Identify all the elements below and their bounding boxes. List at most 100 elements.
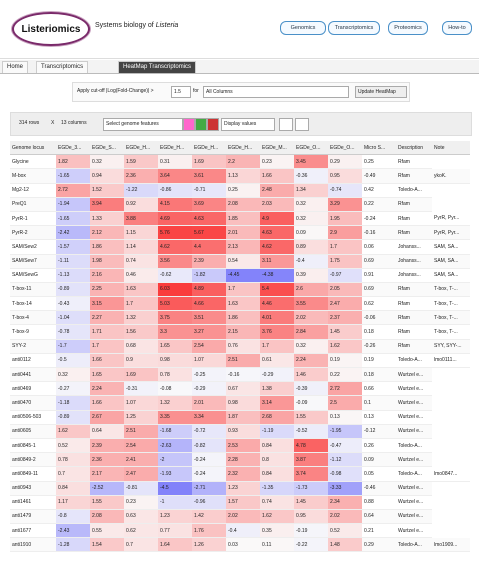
row-count: 314 rows <box>19 120 40 126</box>
value-cell: 0.7 <box>56 466 90 482</box>
value-cell: 0.23 <box>124 495 158 510</box>
value-cell: 2.24 <box>294 353 328 369</box>
value-cell: 2.13 <box>226 239 260 255</box>
column-header[interactable]: Note <box>432 141 470 156</box>
value-cell: 1.23 <box>158 509 192 525</box>
value-cell: 2.39 <box>90 438 124 454</box>
value-cell: -0.89 <box>56 282 90 298</box>
text-cell: Rfam <box>396 211 432 227</box>
value-cell: 0.94 <box>90 168 124 184</box>
value-cell: 3.74 <box>294 466 328 482</box>
select-features-button[interactable]: Select genome features <box>103 118 183 131</box>
table-row: PyrR-2 -2.42 2.12 1.15 5.76 5.67 2.01 4.63 0.09 2… <box>10 225 470 241</box>
text-cell: Wurtzel e... <box>396 367 432 383</box>
value-cell: 0.13 <box>328 410 362 425</box>
column-header[interactable]: Description <box>396 141 432 156</box>
column-header[interactable]: Genome locus <box>10 141 56 156</box>
value-cell: -0.24 <box>192 466 226 482</box>
value-cell: -1.93 <box>158 466 192 482</box>
value-cell: 2.54 <box>124 438 158 454</box>
text-cell: Rfam <box>396 197 432 212</box>
value-cell: 0.29 <box>328 154 362 170</box>
value-cell: 0.74 <box>260 495 294 510</box>
text-cell: T-box, T-... <box>432 282 470 298</box>
nav-button[interactable]: Genomics <box>280 21 326 35</box>
column-header[interactable]: EGDe_O... <box>294 141 328 156</box>
tab[interactable]: Transcriptomics <box>36 61 89 73</box>
table-row: anti0943 0.84 -2.52 -0.81 -4.5 -2.71 1.23 -1.35… <box>10 481 470 496</box>
value-cell: 0.91 <box>362 268 396 283</box>
value-cell: -1.28 <box>56 537 90 553</box>
value-cell: 0.26 <box>362 438 396 454</box>
column-header[interactable]: EGDe_3... <box>56 141 90 156</box>
value-cell: -0.22 <box>294 537 328 553</box>
value-cell: 1.82 <box>56 154 90 170</box>
value-cell: 0.32 <box>294 211 328 227</box>
column-header[interactable]: EGDe_H... <box>226 141 260 156</box>
value-cell: -0.82 <box>192 438 226 454</box>
value-cell: 1.45 <box>294 495 328 510</box>
header-row: Genome locus EGDe_3... EGDe_S... EGDe_H... E… <box>10 141 470 156</box>
text-cell: T-box, T-... <box>432 310 470 326</box>
value-cell: 1.17 <box>56 495 90 510</box>
text-cell: SAM, SA... <box>432 239 470 255</box>
update-button[interactable]: Update HeatMap <box>355 86 407 98</box>
text-cell: ykoK. <box>432 168 470 184</box>
value-cell: 0.62 <box>124 523 158 539</box>
text-cell: Toledo-A... <box>396 537 432 553</box>
value-cell: -1.65 <box>56 211 90 227</box>
value-cell: 0.23 <box>260 154 294 170</box>
locus-cell: SAM/Sew2 <box>10 239 56 255</box>
color-button[interactable] <box>207 118 219 131</box>
column-count: 13 columns <box>61 120 87 126</box>
color-button[interactable] <box>183 118 195 131</box>
table-row: anti1461 1.17 1.55 0.23 -1 -0.96 1.57 0.74 1.45 2… <box>10 495 470 510</box>
tagline: Systems biology of Listeria <box>95 22 178 29</box>
value-cell: 3.55 <box>294 296 328 312</box>
value-cell: 3.61 <box>192 168 226 184</box>
value-cell: 2.72 <box>328 381 362 397</box>
logo[interactable]: Listeriomics <box>12 12 90 46</box>
locus-cell: M-box <box>10 168 56 184</box>
column-header[interactable]: Micro S... <box>362 141 396 156</box>
value-cell: 1.87 <box>226 410 260 425</box>
value-cell: 4.63 <box>260 225 294 241</box>
column-header[interactable]: EGDe_M... <box>260 141 294 156</box>
value-cell: 1.45 <box>328 324 362 340</box>
value-cell: 0.42 <box>362 183 396 198</box>
nav-button[interactable]: How-to <box>442 21 472 35</box>
text-cell: Wurtzel e... <box>396 410 432 425</box>
help-button[interactable] <box>295 118 309 131</box>
column-header[interactable]: EGDe_H... <box>158 141 192 156</box>
cutoff-input[interactable]: 1.5 <box>171 86 191 98</box>
value-cell: 3.56 <box>158 254 192 269</box>
table-row: anti0441 0.32 1.65 1.69 0.78 -0.25 -0.16 -0.29 1… <box>10 367 470 383</box>
times: X <box>51 120 55 126</box>
nav-button[interactable]: Transcriptomics <box>328 21 380 35</box>
value-cell: -0.71 <box>192 183 226 198</box>
table-row: T-box-4 -1.04 2.27 1.32 3.75 3.51 1.86 4.01 2.02… <box>10 310 470 326</box>
nav-button[interactable]: Proteomics <box>388 21 428 35</box>
value-cell: 3.69 <box>192 197 226 212</box>
column-header[interactable]: EGDe_H... <box>192 141 226 156</box>
value-cell: -3.33 <box>328 481 362 496</box>
value-cell: 2.01 <box>192 395 226 411</box>
value-cell: -0.46 <box>362 481 396 496</box>
value-cell: 1.13 <box>226 168 260 184</box>
value-cell: -0.4 <box>294 254 328 269</box>
value-cell: 2.9 <box>328 225 362 241</box>
value-cell: 0.7 <box>124 537 158 553</box>
display-values-toggle[interactable]: Display values <box>221 118 275 131</box>
value-cell: 1.66 <box>260 168 294 184</box>
column-select[interactable]: All Columns <box>203 86 349 98</box>
color-button[interactable] <box>195 118 207 131</box>
export-button[interactable] <box>279 118 293 131</box>
column-header[interactable]: EGDe_S... <box>90 141 124 156</box>
column-header[interactable]: EGDe_O... <box>328 141 362 156</box>
tab[interactable]: HeatMap Transcriptomics <box>118 61 197 73</box>
value-cell: 5.67 <box>192 225 226 241</box>
tab[interactable]: Home <box>2 61 29 73</box>
column-header[interactable]: EGDe_H... <box>124 141 158 156</box>
locus-cell: T-box-4 <box>10 310 56 326</box>
